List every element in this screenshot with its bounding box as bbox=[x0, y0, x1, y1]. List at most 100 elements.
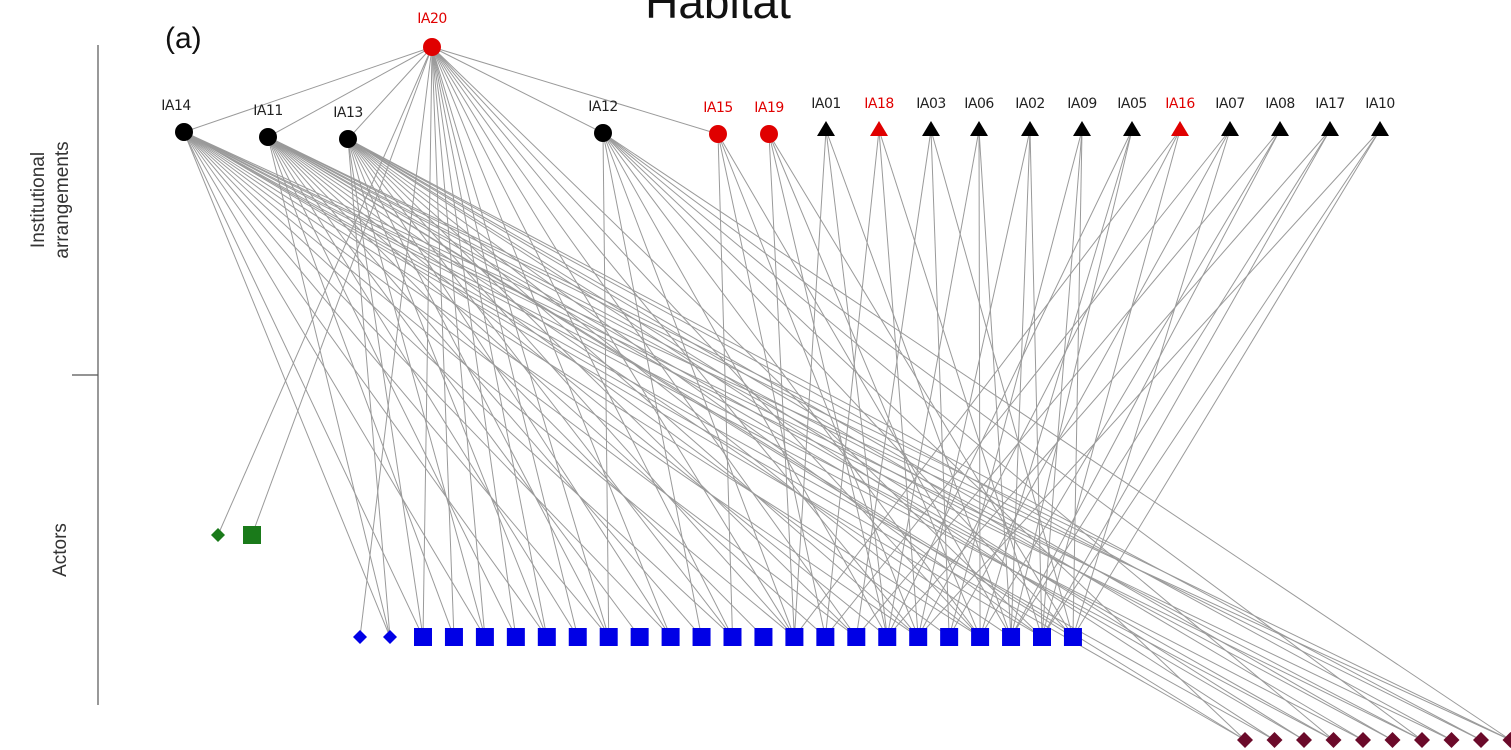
edge bbox=[183, 131, 795, 638]
ia-label: IA03 bbox=[916, 96, 946, 112]
ia-label: IA15 bbox=[703, 100, 733, 116]
edge bbox=[855, 129, 932, 638]
edge bbox=[347, 138, 919, 638]
actor-square bbox=[568, 628, 587, 646]
actor-diamond bbox=[1473, 732, 1489, 748]
actor-square bbox=[661, 628, 680, 646]
edge bbox=[824, 129, 1231, 638]
actor-diamond bbox=[1384, 732, 1401, 748]
ia-node bbox=[423, 38, 441, 56]
actor-square bbox=[785, 628, 804, 646]
ia-label: IA20 bbox=[417, 11, 447, 27]
edge bbox=[347, 138, 548, 638]
edge bbox=[917, 129, 1031, 638]
actor-diamond bbox=[1296, 732, 1312, 748]
actor-diamond bbox=[211, 528, 225, 542]
actor-square bbox=[506, 628, 525, 646]
edge bbox=[183, 131, 391, 638]
edge bbox=[794, 129, 1181, 638]
actor-square bbox=[444, 628, 463, 646]
ia-node bbox=[1123, 121, 1141, 136]
ia-label: IA16 bbox=[1165, 96, 1195, 112]
actor-diamond bbox=[353, 630, 367, 644]
edge bbox=[267, 136, 1334, 741]
edge bbox=[886, 129, 1133, 638]
edge bbox=[825, 129, 888, 638]
actor-square bbox=[816, 628, 835, 646]
edge bbox=[431, 46, 919, 638]
edge bbox=[422, 46, 433, 638]
edge bbox=[347, 138, 795, 638]
edge bbox=[978, 129, 981, 638]
edge bbox=[1010, 129, 1133, 638]
ia-node bbox=[1073, 121, 1091, 136]
ia-label: IA06 bbox=[964, 96, 994, 112]
edges bbox=[183, 46, 1511, 741]
edge bbox=[267, 136, 888, 638]
edge bbox=[267, 136, 1305, 741]
edge bbox=[267, 136, 579, 638]
actor-square bbox=[1063, 628, 1082, 646]
panel-label: (a) bbox=[165, 22, 202, 55]
actor-square bbox=[909, 628, 928, 646]
ia-node bbox=[817, 121, 835, 136]
edge bbox=[183, 131, 733, 638]
edge bbox=[183, 131, 1452, 741]
ia-node bbox=[760, 125, 778, 143]
edge bbox=[979, 129, 1281, 638]
nodes bbox=[175, 38, 1511, 748]
actor-diamond bbox=[1414, 732, 1430, 748]
edge bbox=[183, 131, 1275, 741]
edge bbox=[1041, 129, 1331, 638]
edge bbox=[347, 46, 433, 140]
edge bbox=[267, 136, 1482, 741]
ia-label: IA07 bbox=[1215, 96, 1245, 112]
edge bbox=[347, 138, 1393, 741]
ia-node bbox=[709, 125, 727, 143]
actor-square bbox=[243, 526, 261, 544]
actor-square bbox=[847, 628, 866, 646]
edge bbox=[1072, 129, 1231, 638]
edge bbox=[267, 136, 826, 638]
actor-square bbox=[754, 628, 773, 646]
actor-diamond bbox=[1325, 732, 1342, 748]
edge bbox=[267, 136, 391, 638]
edge bbox=[347, 138, 610, 638]
edge bbox=[717, 133, 1012, 638]
edge bbox=[267, 136, 517, 638]
edge bbox=[717, 133, 919, 638]
edge bbox=[347, 138, 424, 638]
lower-side-label: Actors bbox=[50, 523, 71, 577]
edge bbox=[768, 133, 981, 638]
edge bbox=[359, 46, 433, 638]
edge bbox=[183, 131, 671, 638]
ia-node bbox=[1371, 121, 1389, 136]
edge bbox=[267, 136, 1012, 638]
edge bbox=[267, 136, 1246, 741]
actor-diamond bbox=[1502, 732, 1511, 748]
ia-label: IA19 bbox=[754, 100, 784, 116]
ia-label: IA08 bbox=[1265, 96, 1295, 112]
edge bbox=[878, 129, 919, 638]
edge bbox=[824, 129, 880, 638]
edge bbox=[886, 129, 1331, 638]
ia-label: IA10 bbox=[1365, 96, 1395, 112]
edge bbox=[267, 46, 433, 138]
edge bbox=[251, 46, 433, 536]
edge bbox=[1041, 129, 1381, 638]
actor-square bbox=[971, 628, 990, 646]
edge bbox=[431, 46, 517, 638]
edge bbox=[602, 132, 981, 638]
edge bbox=[717, 133, 733, 638]
edge bbox=[347, 138, 1275, 741]
edge bbox=[431, 46, 719, 135]
edge bbox=[717, 133, 826, 638]
ia-label: IA18 bbox=[864, 96, 894, 112]
actor-square bbox=[630, 628, 649, 646]
edge bbox=[602, 132, 610, 638]
title: Habitat bbox=[645, 0, 791, 28]
edge bbox=[347, 138, 733, 638]
edge bbox=[1041, 129, 1181, 638]
edge bbox=[930, 129, 950, 638]
ia-label: IA13 bbox=[333, 105, 363, 121]
